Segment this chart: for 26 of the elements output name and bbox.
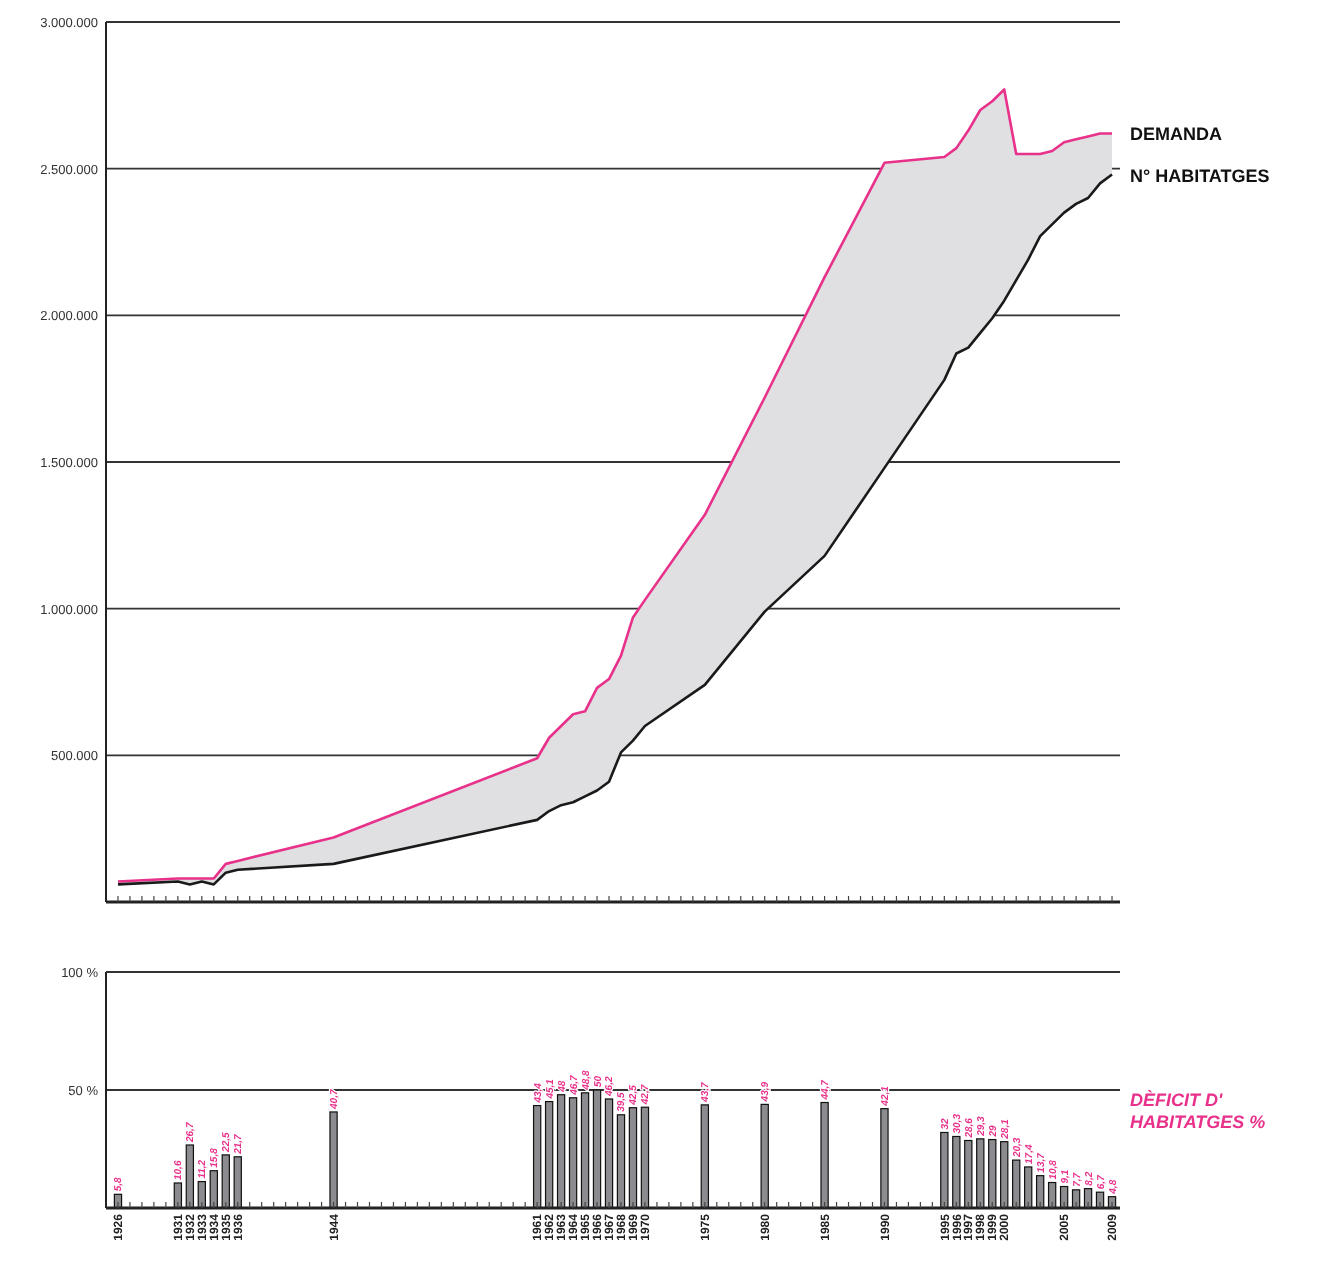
bar (556, 1094, 566, 1209)
bar (592, 1089, 602, 1209)
bar (209, 1170, 218, 1209)
bar (760, 1103, 769, 1209)
bar (173, 1182, 183, 1209)
bar (616, 1114, 626, 1209)
bar (628, 1107, 638, 1209)
bar (820, 1101, 829, 1209)
bar (329, 1111, 338, 1209)
bar (185, 1144, 195, 1209)
text: DÈFICIT D' HABITATGES % (1130, 1090, 1266, 1132)
bar (568, 1097, 578, 1209)
bar (700, 1104, 710, 1209)
series-label: DEMANDA (1130, 124, 1223, 145)
bar (544, 1100, 554, 1209)
bar (880, 1108, 889, 1209)
bar (1023, 1166, 1033, 1209)
bar (580, 1092, 590, 1209)
bar (1012, 1159, 1021, 1209)
bar (1035, 1175, 1045, 1209)
bar (1047, 1181, 1057, 1209)
bar (197, 1180, 206, 1209)
bar (532, 1104, 542, 1209)
bar (640, 1106, 650, 1209)
bar (604, 1098, 614, 1209)
series-label: N° HABITATGES (1130, 165, 1270, 186)
